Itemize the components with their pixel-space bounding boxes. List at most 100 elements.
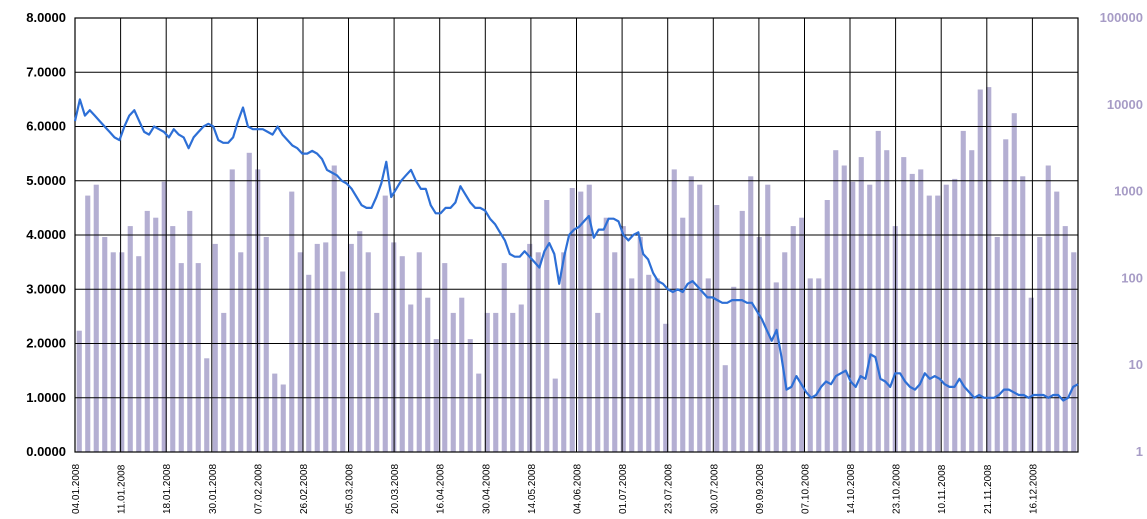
volume-bar (170, 226, 176, 452)
volume-bar (263, 237, 269, 452)
volume-bar (722, 365, 728, 452)
volume-bar (552, 378, 558, 452)
volume-bar (637, 237, 643, 452)
left-axis-tick-label: 5.0000 (26, 173, 66, 188)
volume-bar (875, 130, 881, 452)
x-axis-tick-label: 09.09.2008 (755, 464, 766, 514)
volume-bar (824, 200, 830, 452)
volume-bar (425, 297, 431, 452)
volume-bar (323, 242, 329, 452)
left-axis-tick-label: 0.0000 (26, 444, 66, 459)
volume-bar (221, 312, 227, 452)
volume-bar (187, 210, 193, 452)
volume-bar (646, 274, 652, 452)
x-axis-tick-label: 30.01.2008 (208, 464, 219, 514)
volume-bar (1028, 297, 1034, 452)
volume-bar (654, 278, 660, 452)
volume-bar (790, 226, 796, 452)
volume-bar (136, 256, 142, 452)
right-axis-tick-label: 100 (1121, 270, 1143, 285)
volume-bar (833, 150, 839, 452)
volume-bar (399, 256, 405, 452)
volume-bar (110, 252, 116, 452)
x-axis-tick-label: 04.01.2008 (71, 464, 82, 514)
x-axis-tick-label: 16.12.2008 (1028, 464, 1039, 514)
volume-bar (595, 312, 601, 452)
volume-bar (416, 252, 422, 452)
volume-bar (697, 184, 703, 452)
volume-bar (629, 278, 635, 452)
volume-bar (102, 237, 108, 452)
volume-bar (442, 263, 448, 452)
volume-bar (569, 188, 575, 452)
left-axis-tick-label: 1.0000 (26, 390, 66, 405)
volume-bar (969, 150, 975, 452)
x-axis-tick-label: 07.02.2008 (253, 464, 264, 514)
volume-bar (289, 191, 295, 452)
volume-bar (331, 165, 337, 452)
x-axis-tick-label: 10.11.2008 (937, 464, 948, 514)
volume-bar (510, 312, 516, 452)
right-axis-tick-label: 10000 (1107, 97, 1143, 112)
volume-bar (85, 195, 91, 452)
right-axis-ticks: 1 10 100 1000 10000 100000 (1100, 10, 1143, 459)
volume-bar (93, 184, 99, 452)
volume-bar (901, 157, 907, 452)
volume-bar (943, 184, 949, 452)
volume-bar (884, 150, 890, 452)
volume-bar (348, 243, 354, 452)
volume-bar (357, 231, 363, 452)
volume-bar (374, 312, 380, 452)
volume-bar (450, 312, 456, 452)
volume-bar (408, 304, 414, 452)
x-axis-tick-label: 30.04.2008 (481, 464, 492, 514)
x-axis-tick-label: 01.07.2008 (618, 464, 629, 514)
x-axis-ticks: 04.01.2008 11.01.2008 18.01.2008 30.01.2008… (71, 464, 1039, 514)
right-axis-tick-label: 1000 (1114, 184, 1143, 199)
volume-bar (680, 217, 686, 452)
volume-bar (918, 169, 924, 452)
volume-bar (688, 176, 694, 453)
volume-bar (952, 178, 958, 452)
volume-bar (127, 226, 133, 452)
left-axis-tick-label: 6.0000 (26, 119, 66, 134)
volume-bar (459, 297, 465, 452)
volume-bar (340, 271, 346, 452)
volume-bar (586, 184, 592, 452)
x-axis-tick-label: 23.07.2008 (664, 464, 675, 514)
volume-bar (867, 184, 873, 452)
volume-bar (841, 165, 847, 452)
volume-bar (926, 195, 932, 452)
x-axis-tick-label: 26.02.2008 (299, 464, 310, 514)
volume-bar (306, 274, 312, 452)
volume-bar (671, 169, 677, 452)
volume-bar (561, 252, 567, 452)
volume-bar (994, 237, 1000, 452)
volume-bar (229, 169, 235, 452)
volume-bar (544, 200, 550, 452)
x-axis-tick-label: 07.10.2008 (801, 464, 812, 514)
volume-bar (153, 217, 159, 452)
volume-bar (314, 243, 320, 452)
volume-bar (935, 195, 941, 452)
volume-bar (714, 205, 720, 452)
volume-bar (238, 252, 244, 452)
volume-bar (748, 176, 754, 453)
x-axis-tick-label: 14.10.2008 (846, 464, 857, 514)
left-axis-tick-label: 8.0000 (26, 10, 66, 25)
volume-bar (1037, 237, 1043, 452)
volume-bar (986, 87, 992, 452)
left-axis-tick-label: 2.0000 (26, 336, 66, 351)
volume-bar (858, 157, 864, 452)
volume-bar (527, 243, 533, 452)
x-axis-tick-label: 16.04.2008 (436, 464, 447, 514)
x-axis-tick-label: 11.01.2008 (117, 464, 128, 514)
volume-bar (977, 89, 983, 452)
volume-bar (807, 278, 813, 452)
volume-bar (535, 252, 541, 452)
volume-bar (705, 278, 711, 452)
volume-bar (144, 210, 150, 452)
volume-bar (1054, 191, 1060, 452)
volume-bar (1020, 176, 1026, 453)
volume-bar (1045, 165, 1051, 452)
